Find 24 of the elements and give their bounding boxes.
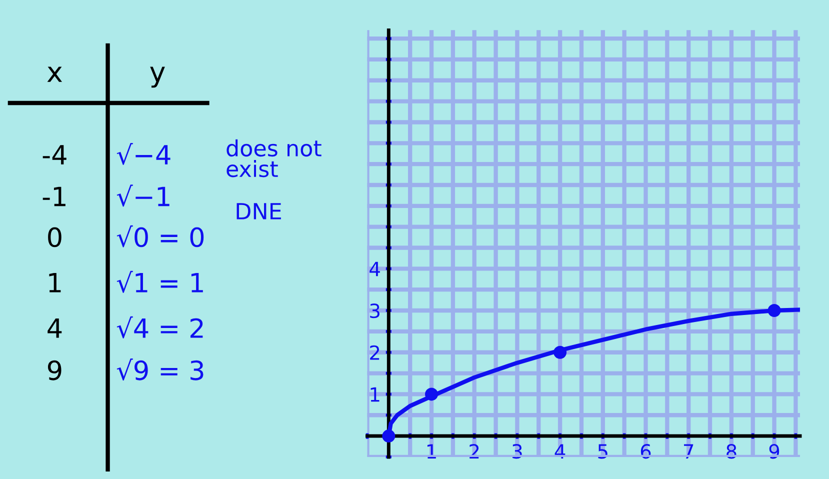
text: √4 = 2 xyxy=(116,316,203,338)
text: x xyxy=(47,66,62,82)
text: 1 xyxy=(49,273,61,292)
text: y xyxy=(150,66,165,88)
text: √−1 xyxy=(116,184,170,207)
text: √−4 xyxy=(116,142,170,165)
point xyxy=(768,304,781,318)
point xyxy=(554,346,567,359)
text: does not exist xyxy=(226,139,322,178)
y-tick-label: 3 xyxy=(370,303,380,318)
y-tick-label: 4 xyxy=(370,262,380,276)
text: 9 xyxy=(48,360,62,380)
text: 4 xyxy=(48,318,62,338)
text: √0 = 0 xyxy=(116,225,204,248)
text: -1 xyxy=(42,186,66,206)
point xyxy=(425,388,438,401)
text: 0 xyxy=(48,227,62,248)
point xyxy=(382,430,396,443)
y-tick-label: 2 xyxy=(370,345,380,360)
text: √1 = 1 xyxy=(116,270,203,293)
y-tick-label: 1 xyxy=(370,387,380,402)
text: DNE xyxy=(236,203,281,220)
text: -4 xyxy=(42,145,66,164)
text: √9 = 3 xyxy=(116,358,204,380)
